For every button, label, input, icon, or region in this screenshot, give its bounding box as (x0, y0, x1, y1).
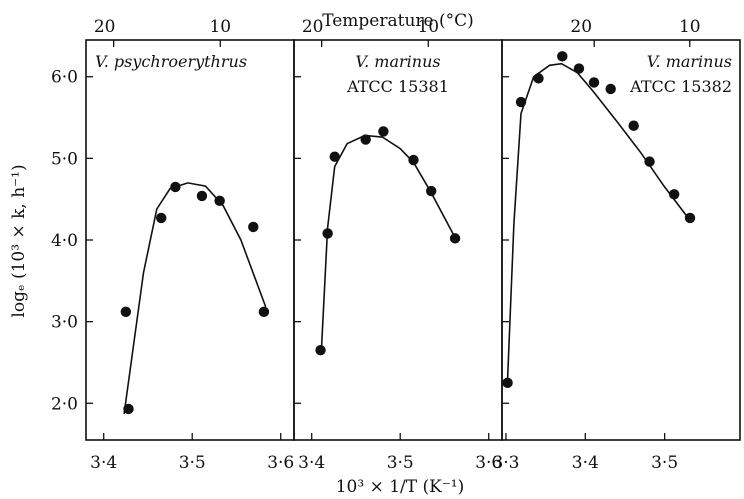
panel-2: 3·4 3·5 3·6 20 10 V. marinus ATCC 15381 (293, 17, 503, 473)
panel-3-data-point (668, 189, 680, 200)
panel-1-data-point (156, 212, 167, 224)
panel-3-data-point (533, 73, 544, 84)
panel-2-label: ATCC 15381 (346, 77, 449, 96)
panel-1: 3·4 3·5 3·6 2·0 3·0 4·0 5·0 6·0 20 10 V. psychroer… (51, 17, 295, 473)
panel-2-frame (293, 39, 503, 441)
panel-1-top-tick-label: 10 (209, 17, 231, 37)
panel-2-data-point (449, 233, 461, 244)
panel-3-data-point (573, 63, 585, 74)
panel-2-top-tick-label: 20 (302, 17, 324, 37)
panel-3-frame (501, 39, 741, 441)
panel-1-y-tick-label: 4·0 (51, 231, 78, 251)
panel-1-data-point (170, 181, 181, 193)
y-axis-title: logₑ (10³ × k, h⁻¹) (9, 164, 29, 317)
panel-2-data-point (425, 185, 437, 197)
panel-3-data-point (628, 120, 639, 131)
panel-1-top-tick-label: 20 (94, 17, 116, 37)
panel-2-label: V. marinus (355, 52, 440, 71)
panel-1-x-tick-label: 3·5 (179, 453, 206, 473)
panel-2-data-point (408, 154, 419, 166)
panel-1-x-tick-label: 3·6 (267, 453, 294, 473)
top-axis-title: Temperature (°C) (322, 11, 474, 31)
panel-2-data-point (360, 134, 371, 145)
panel-3-data-point (557, 51, 568, 62)
panel-2-top-tick-label: 10 (417, 17, 439, 37)
panel-3-data-point (644, 156, 655, 167)
panel-1-data-point (248, 221, 259, 233)
panel-2-data-point (378, 126, 389, 137)
panel-1-y-tick-label: 5·0 (51, 149, 78, 169)
panel-1-x-tick-label: 3·4 (90, 453, 117, 473)
panel-1-data-point (214, 195, 225, 207)
panel-3-x-tick-label: 3·5 (651, 453, 678, 473)
panel-3-data-point (588, 77, 600, 88)
panel-1-data-point (196, 190, 208, 202)
panel-3-label: V. marinus (647, 52, 732, 71)
panel-3-label: ATCC 15382 (629, 77, 732, 96)
bottom-axis-title: 10³ × 1/T (K⁻¹) (336, 477, 465, 497)
panel-1-y-tick-label: 3·0 (51, 313, 78, 333)
panel-3-top-tick-label: 10 (679, 17, 701, 37)
panel-1-frame (85, 39, 295, 441)
panel-1-label: V. psychroerythrus (95, 52, 247, 71)
panel-1-fit-curve (123, 182, 267, 415)
panel-3-x-tick-label: 3·3 (492, 453, 519, 473)
panel-2-data-point (329, 151, 340, 162)
panel-1-data-point (258, 306, 270, 318)
panels-group: 3·4 3·5 3·6 2·0 3·0 4·0 5·0 6·0 20 10 V. psychroer… (51, 17, 741, 473)
panel-3-data-point (502, 377, 513, 389)
panel-1-data-point (120, 306, 132, 318)
panel-3-data-point (515, 96, 527, 108)
panel-1-data-point (123, 403, 134, 415)
panel-3-data-point (605, 83, 616, 95)
panel-3-top-tick-label: 20 (570, 17, 592, 37)
panel-3-data-point (684, 212, 696, 224)
panel-2-x-tick-label: 3·4 (298, 453, 325, 473)
panel-2-data-point (315, 345, 326, 356)
panel-2-x-tick-label: 3·6 (475, 453, 502, 473)
panel-2-fit-curve (320, 134, 456, 351)
panel-3: 3·3 3·4 3·5 20 10 V. marinus ATCC 15382 (492, 17, 741, 473)
panel-3-x-tick-label: 3·4 (572, 453, 599, 473)
panel-3-fit-curve (506, 62, 691, 379)
panel-1-y-tick-label: 6·0 (51, 68, 78, 88)
panel-1-y-tick-label: 2·0 (51, 394, 78, 414)
panel-2-x-tick-label: 3·5 (387, 453, 414, 473)
panel-2-data-point (322, 228, 333, 239)
